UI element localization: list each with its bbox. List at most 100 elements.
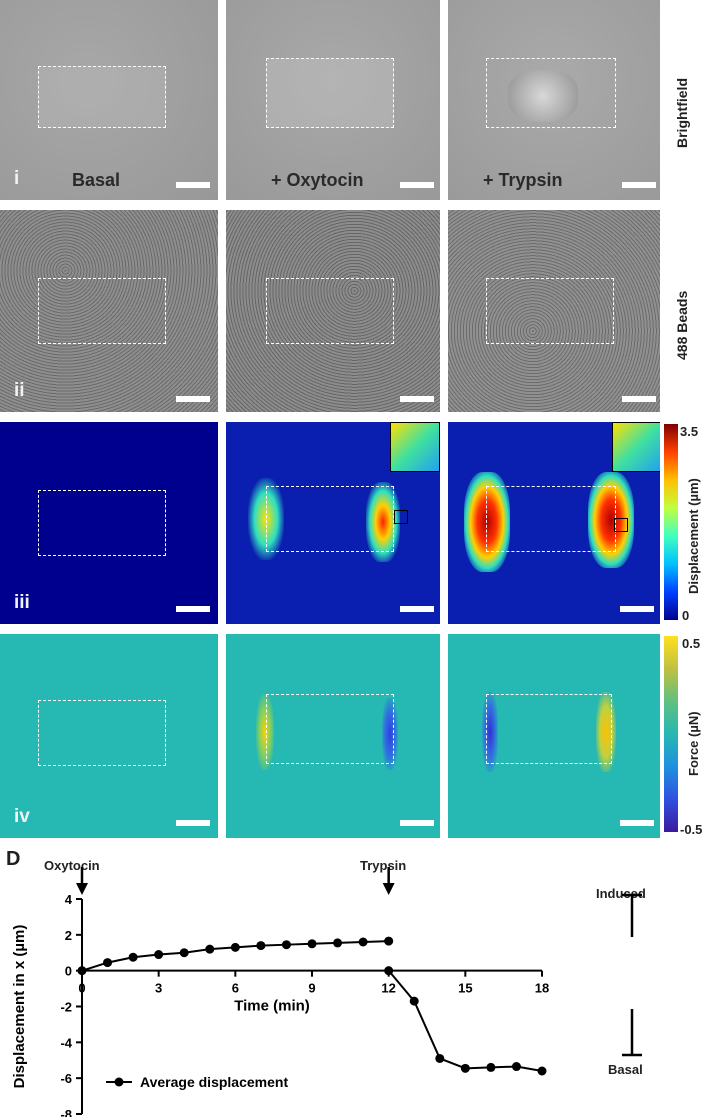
trypsin-arrow-head <box>382 883 395 895</box>
data-point <box>358 937 368 947</box>
condition-label-trypsin: + Trypsin <box>483 170 563 190</box>
displacement-chart: 4 2 0 -2 -4 -6 -8 0 3 6 9 12 15 18 Time (min) Displacem… <box>11 867 642 1117</box>
condition-label-basal: Basal <box>72 170 121 190</box>
scale-bar <box>620 820 654 826</box>
brightfield-oxytocin-image <box>226 0 440 200</box>
scale-bar <box>400 606 434 612</box>
data-point <box>307 939 317 949</box>
roi-box <box>266 694 394 764</box>
x-tick-label: 15 <box>458 981 472 996</box>
data-point <box>409 996 419 1006</box>
row-side-label-displacement: Displacement (µm) <box>686 478 701 594</box>
roi-box <box>38 700 166 766</box>
scale-bar <box>176 182 210 188</box>
roi-box <box>486 694 612 764</box>
beads-trypsin-image <box>448 210 660 412</box>
data-point <box>384 936 394 946</box>
displacement-basal-map: iii <box>0 422 218 624</box>
legend-marker <box>114 1077 124 1087</box>
data-point <box>205 944 215 954</box>
oxytocin-arrow-head <box>76 883 88 895</box>
data-point <box>256 941 266 951</box>
force-oxytocin-map <box>226 634 440 838</box>
y-tick-label: -2 <box>60 1000 72 1015</box>
y-tick-label: -6 <box>60 1071 72 1086</box>
x-tick-label: 3 <box>155 981 162 996</box>
data-point <box>179 948 189 958</box>
colorbar-min-label: -0.5 <box>680 822 703 837</box>
data-point <box>77 966 87 976</box>
scale-bar <box>622 396 656 402</box>
x-tick-label: 9 <box>308 981 315 996</box>
roi-box <box>486 278 614 344</box>
roi-box <box>486 486 616 552</box>
force-colorbar <box>664 636 678 832</box>
x-tick-label: 6 <box>232 981 239 996</box>
legend-label: Average displacement <box>140 1074 288 1090</box>
scale-bar <box>400 182 434 188</box>
scale-bar <box>176 606 210 612</box>
data-point <box>384 966 394 976</box>
annotation-oxytocin: Oxytocin <box>44 858 100 873</box>
brightfield-basal-image: i <box>0 0 218 200</box>
displacement-colorbar <box>664 424 678 620</box>
colorbar-min-label: 0 <box>682 608 690 623</box>
data-point <box>154 950 164 960</box>
x-tick-label: 12 <box>381 981 395 996</box>
x-tick-label: 0 <box>78 981 85 996</box>
roi-box <box>38 278 166 344</box>
y-tick-label: -4 <box>60 1035 72 1050</box>
roi-box <box>38 490 166 556</box>
data-point <box>460 1063 470 1073</box>
y-tick-label: -8 <box>60 1107 72 1117</box>
hotspot <box>382 698 398 770</box>
y-tick-label: 4 <box>65 892 73 907</box>
brightfield-trypsin-image <box>448 0 660 200</box>
inset-region-marker <box>614 518 628 532</box>
panel-letter-d: D <box>6 848 21 870</box>
beads-oxytocin-image <box>226 210 440 412</box>
displacement-oxytocin-map <box>226 422 440 624</box>
zoom-inset <box>390 422 440 472</box>
data-point <box>281 940 291 950</box>
data-point <box>435 1053 445 1063</box>
force-basal-map: iv <box>0 634 218 838</box>
scale-bar <box>622 182 656 188</box>
row-side-label-force: Force (µN) <box>686 711 701 776</box>
colorbar-max-label: 3.5 <box>680 424 699 439</box>
row-side-label-brightfield: Brightfield <box>674 78 690 148</box>
y-tick-label: 2 <box>65 928 72 943</box>
basal-label: Basal <box>608 1062 643 1077</box>
scale-bar <box>176 396 210 402</box>
roi-box <box>266 58 394 128</box>
scale-bar <box>400 820 434 826</box>
row-label-i: i <box>14 168 20 189</box>
beads-basal-image: ii <box>0 210 218 412</box>
roi-box <box>266 486 394 552</box>
force-trypsin-map <box>448 634 660 838</box>
x-axis-label: Time (min) <box>234 998 310 1015</box>
inset-region-marker <box>394 510 408 524</box>
scale-bar <box>400 396 434 402</box>
x-tick-label: 18 <box>535 981 549 996</box>
roi-box <box>38 66 166 128</box>
data-point <box>511 1062 521 1072</box>
row-label-ii: ii <box>14 380 25 401</box>
row-label-iii: iii <box>14 592 30 613</box>
data-point <box>333 938 343 948</box>
data-point <box>537 1066 547 1076</box>
hotspot <box>588 472 634 568</box>
y-tick-label: 0 <box>65 964 72 979</box>
roi-box <box>266 278 394 344</box>
annotation-trypsin: Trypsin <box>360 858 407 873</box>
scale-bar <box>176 820 210 826</box>
data-point <box>128 952 138 962</box>
scale-bar <box>620 606 654 612</box>
data-point <box>103 958 113 968</box>
rounded-cells <box>508 70 578 122</box>
row-side-label-beads: 488 Beads <box>674 290 690 360</box>
hotspot <box>256 694 274 770</box>
colorbar-max-label: 0.5 <box>682 636 701 651</box>
data-point <box>230 942 240 952</box>
roi-box <box>486 58 616 128</box>
